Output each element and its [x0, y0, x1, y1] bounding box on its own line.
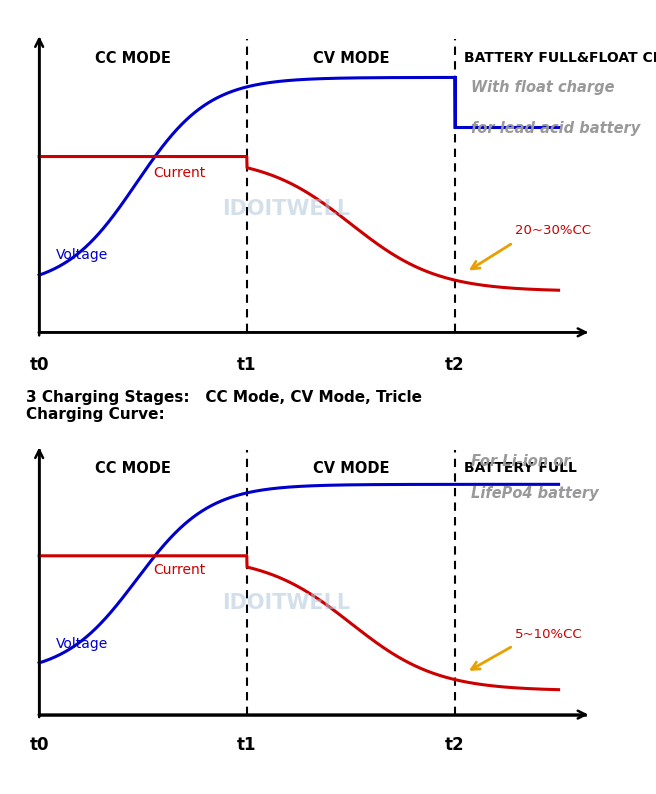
Text: For Li-ion or: For Li-ion or [471, 454, 571, 468]
Text: t1: t1 [237, 356, 256, 374]
Text: With float charge: With float charge [471, 80, 615, 95]
Text: Voltage: Voltage [55, 248, 108, 262]
Text: BATTERY FULL: BATTERY FULL [464, 461, 577, 475]
Text: IDOITWELL: IDOITWELL [222, 593, 350, 614]
Text: t0: t0 [30, 736, 49, 754]
Text: BATTERY FULL&FLOAT CHARGE: BATTERY FULL&FLOAT CHARGE [464, 51, 656, 65]
Text: for lead acid battery: for lead acid battery [471, 121, 640, 136]
Text: CC MODE: CC MODE [94, 51, 171, 66]
Text: t2: t2 [445, 736, 464, 754]
Text: 3 Charging Stages:   CC Mode, CV Mode, Tricle: 3 Charging Stages: CC Mode, CV Mode, Tri… [26, 390, 422, 405]
Text: Voltage: Voltage [55, 638, 108, 651]
Text: IDOITWELL: IDOITWELL [222, 199, 350, 219]
Text: Charging Curve:: Charging Curve: [26, 407, 165, 422]
Text: CV MODE: CV MODE [312, 51, 389, 66]
Text: 5~10%CC: 5~10%CC [515, 628, 583, 641]
Text: t1: t1 [237, 736, 256, 754]
Text: 20~30%CC: 20~30%CC [515, 224, 591, 237]
Text: t2: t2 [445, 356, 464, 374]
Text: CC MODE: CC MODE [94, 461, 171, 476]
Text: Current: Current [154, 563, 206, 577]
Text: Current: Current [154, 166, 206, 180]
Text: CV MODE: CV MODE [312, 461, 389, 476]
Text: LifePo4 battery: LifePo4 battery [471, 486, 598, 500]
Text: t0: t0 [30, 356, 49, 374]
